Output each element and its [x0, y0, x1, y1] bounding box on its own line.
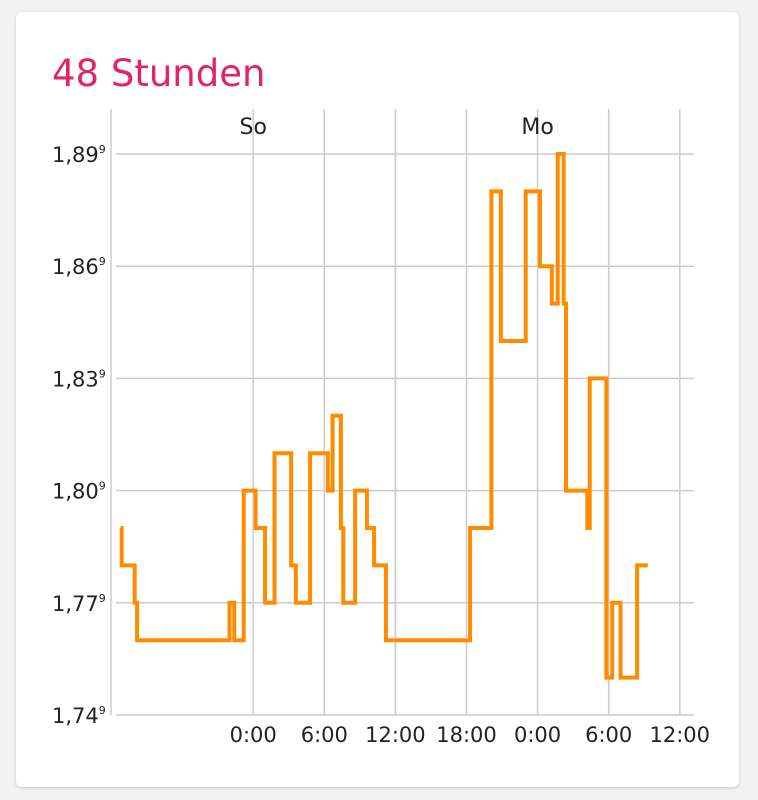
y-tick-value: 1,80 — [52, 480, 99, 504]
y-tick-label: 1,809 — [52, 480, 106, 504]
y-tick-label: 1,779 — [52, 592, 106, 616]
y-tick-value: 1,89 — [52, 143, 99, 167]
day-label: So — [239, 115, 266, 140]
y-tick-label: 1,749 — [52, 704, 106, 728]
y-tick-exponent: 9 — [99, 480, 106, 493]
y-tick-exponent: 9 — [99, 592, 106, 605]
x-tick-label: 18:00 — [436, 723, 497, 747]
x-tick-label: 12:00 — [650, 723, 711, 747]
y-tick-value: 1,77 — [52, 592, 99, 616]
x-tick-label: 0:00 — [514, 723, 561, 747]
y-tick-exponent: 9 — [99, 255, 106, 268]
chart-series — [119, 152, 648, 680]
y-tick-label: 1,869 — [52, 255, 106, 279]
x-tick-label: 0:00 — [230, 723, 277, 747]
y-tick-label: 1,839 — [52, 367, 106, 391]
x-tick-label: 6:00 — [585, 723, 632, 747]
card-title: 48 Stunden — [52, 52, 266, 95]
x-tick-label: 6:00 — [301, 723, 348, 747]
chart-grid — [110, 109, 694, 716]
y-tick-value: 1,86 — [52, 255, 99, 279]
x-tick-label: 12:00 — [365, 723, 426, 747]
day-label: Mo — [521, 115, 553, 140]
y-tick-label: 1,899 — [52, 143, 106, 167]
y-tick-exponent: 9 — [99, 367, 106, 380]
y-tick-exponent: 9 — [99, 143, 106, 156]
y-tick-exponent: 9 — [99, 704, 106, 717]
series-line — [119, 152, 648, 680]
chart-card: 48 Stunden 1,899 1,869 1,839 1,809 1,779 1,74… — [16, 12, 739, 787]
y-tick-value: 1,74 — [52, 704, 99, 728]
y-tick-value: 1,83 — [52, 367, 99, 391]
